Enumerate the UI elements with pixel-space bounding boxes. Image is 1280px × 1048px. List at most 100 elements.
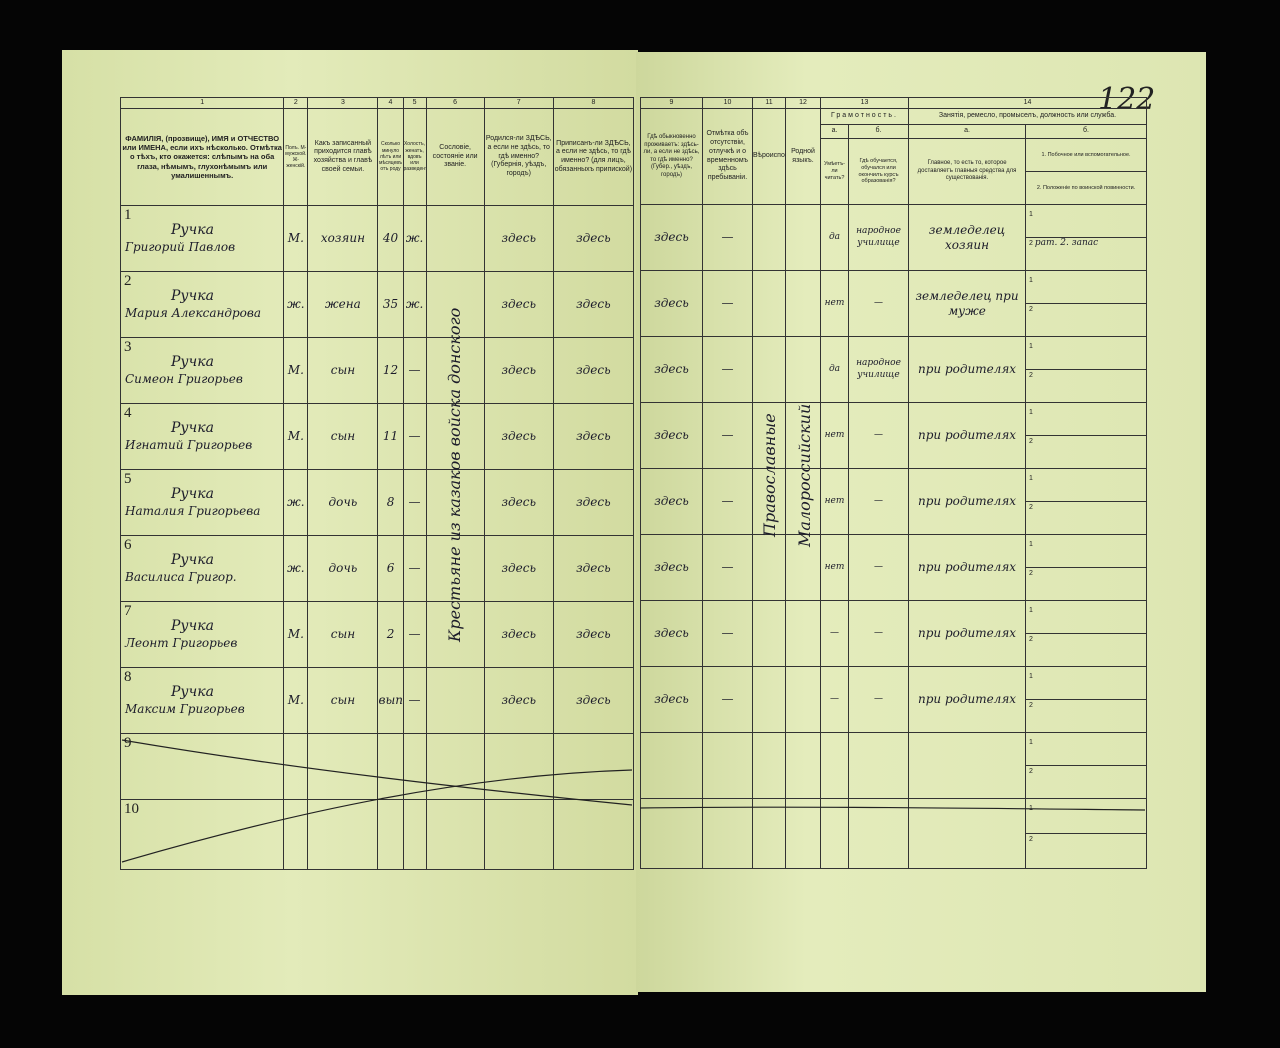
given-name: Симеон Григорьев: [125, 371, 243, 386]
cell-name: 5 Ручка Наталия Григорьева: [119, 469, 285, 536]
header-row: ФАМИЛІЯ, (прозвище), ИМЯ и ОТЧЕСТВО или …: [119, 108, 635, 206]
cell-occ: земледелец при муже: [908, 270, 1027, 337]
row-number: 9: [124, 735, 132, 751]
table-row: 7 Ручка Леонт Григорьев М. сын 2— здесь здес…: [119, 601, 635, 668]
cell-occ: земледелец хозяин: [908, 204, 1027, 271]
language-vertical: Малороссийский: [795, 403, 814, 547]
cell-name: 8 Ручка Максим Григорьев: [119, 667, 285, 734]
cell-school: —: [847, 468, 910, 535]
cell-registered: здесь: [552, 535, 635, 602]
sub-1: 1: [1029, 211, 1033, 218]
cell-occ: [908, 732, 1027, 799]
cell-literate: нет: [820, 468, 849, 535]
cell-name: 10: [119, 799, 285, 870]
cell-born: [483, 733, 554, 800]
cell-name: 7 Ручка Леонт Григорьев: [119, 601, 285, 668]
cell-registered: здесь: [552, 271, 635, 338]
surname: Ручка: [171, 486, 214, 503]
cell-absence: —: [702, 402, 753, 469]
cell-relation: хозяин: [307, 205, 379, 272]
cell-occ: при родителях: [908, 600, 1027, 667]
cell-age: [377, 733, 404, 800]
estate-vertical: Крестьяне из казаков войска донского: [445, 307, 464, 643]
cell-estate: [425, 205, 485, 272]
cell-sex: М.: [283, 403, 309, 470]
religion-vertical: Православные: [760, 413, 779, 537]
sub-2: 2: [1029, 768, 1033, 775]
given-name: Василиса Григор.: [125, 569, 237, 584]
cell-school: [847, 732, 910, 799]
row-number: 10: [124, 801, 139, 817]
cell-registered: здесь: [552, 601, 635, 668]
cell-born: здесь: [483, 271, 554, 338]
header-secondary: 1. Побочное или вспомогательное.: [1026, 140, 1146, 172]
sub-2: 2: [1029, 438, 1033, 445]
surname: Ручка: [171, 288, 214, 305]
table-row: 8 Ручка Максим Григорьев М.сынвып.—здесь…: [119, 667, 635, 734]
cell-born: здесь: [483, 403, 554, 470]
military-status: рат. 2. запас: [1034, 238, 1099, 248]
cell-school: —: [847, 666, 910, 733]
header-military: 2. Положеніе по воинской повинности.: [1036, 185, 1136, 191]
surname: Ручка: [171, 684, 214, 701]
cell-estate: [425, 799, 485, 870]
cell-literate: —: [820, 600, 849, 667]
cell-absence: —: [702, 204, 753, 271]
cell-literate: [820, 732, 849, 799]
cell-residence: здесь: [640, 600, 703, 667]
cell-residence: [640, 798, 703, 869]
row-number: 4: [124, 405, 132, 421]
cell-relation: сын: [307, 403, 379, 470]
table-row: 1 2: [640, 732, 1148, 799]
cell-absence: [702, 798, 753, 869]
cell-school: [847, 798, 910, 869]
given-name: Григорий Павлов: [125, 239, 236, 254]
sub-2: 2: [1029, 636, 1033, 643]
cell-relation: жена: [307, 271, 379, 338]
cell-name: 1 Ручка Григорий Павлов: [119, 205, 285, 272]
header-absence: Отмѣтка объ отсутствіи, отлучкѣ и о врем…: [702, 108, 753, 205]
cell-sex: [283, 799, 309, 870]
row-number: 1: [124, 207, 132, 223]
sub-1: 1: [1029, 343, 1033, 350]
cell-age: 35: [377, 271, 404, 338]
cell-born: [483, 799, 554, 870]
cell-estate: [425, 535, 485, 602]
cell-born: здесь: [483, 337, 554, 404]
cell-sex: М.: [283, 601, 309, 668]
cell-religion: [752, 534, 786, 601]
sub-1: 1: [1029, 607, 1033, 614]
cell-name: 3 Ручка Симеон Григорьев: [119, 337, 285, 404]
cell-literate: да: [820, 336, 849, 403]
sub-1: 1: [1029, 673, 1033, 680]
cell-marital: —: [402, 469, 427, 536]
cell-occ: при родителях: [908, 666, 1027, 733]
cell-relation: сын: [307, 337, 379, 404]
sub-2: 2: [1029, 702, 1033, 709]
cell-residence: здесь: [640, 468, 703, 535]
cell-estate: [425, 601, 485, 668]
cell-residence: здесь: [640, 204, 703, 271]
cell-absence: —: [702, 666, 753, 733]
row-number: 6: [124, 537, 132, 553]
table-row: 5 Ручка Наталия Григорьева ж. дочь 8— здесь…: [119, 469, 635, 536]
cell-name: 6 Ручка Василиса Григор.: [119, 535, 285, 602]
sub-1: 1: [1029, 475, 1033, 482]
header-registered: Приписанъ-ли ЗДѢСЬ, а если не здѣсь, то …: [552, 108, 635, 206]
surname: Ручка: [171, 222, 214, 239]
row-number: 8: [124, 669, 132, 685]
cell-religion: [752, 798, 786, 869]
sub-2: 2: [1029, 306, 1033, 313]
table-row: 4 Ручка Игнатий Григорьев М. сын 11— здесь з…: [119, 403, 635, 470]
cell-registered: [552, 799, 635, 870]
cell-residence: [640, 732, 703, 799]
cell-language: [785, 336, 821, 403]
sub-1: 1: [1029, 409, 1033, 416]
sub-1: 1: [1029, 277, 1033, 284]
cell-marital: —: [402, 535, 427, 602]
row-number: 5: [124, 471, 132, 487]
header-main-occupation: Главное, то есть то, которое доставляетъ…: [908, 138, 1027, 205]
right-census-table: 9 10 11 12 13 14 Гдѣ обыкновенно проживаетъ: …: [640, 97, 1148, 869]
